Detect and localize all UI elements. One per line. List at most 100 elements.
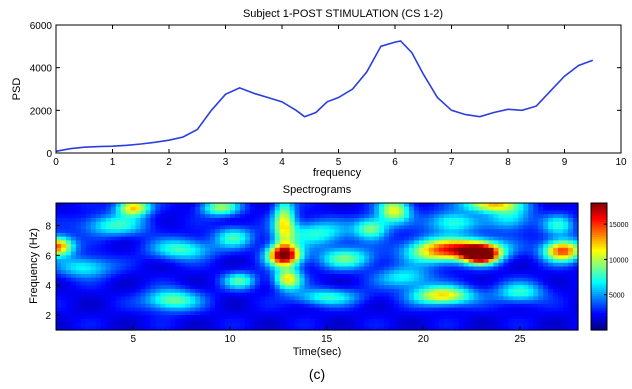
spectrogram-cell [443, 315, 450, 320]
spectrogram-cell [394, 285, 400, 290]
spectrogram-cell [130, 262, 137, 268]
spectrogram-cell [428, 273, 435, 279]
spectrogram-cell [428, 277, 435, 283]
spectrogram-cell [56, 281, 62, 286]
spectrogram-cell [80, 262, 87, 268]
spectrogram-cell [190, 203, 196, 208]
spectrogram-cell [130, 247, 137, 253]
spectrogram-cell [165, 203, 171, 208]
spectrogram-cell [339, 285, 345, 290]
spectrogram-cell [369, 232, 375, 238]
spectrogram-cell [428, 206, 435, 212]
spectrogram-cell [225, 285, 231, 290]
spectrogram-cell [269, 296, 276, 301]
spectrogram-cell [120, 270, 127, 275]
spectrogram-cell [130, 229, 137, 234]
spectrogram-cell [274, 315, 281, 320]
spectrogram-cell [503, 273, 509, 279]
spectrogram-cell [538, 273, 544, 279]
spectrogram-cell [359, 296, 365, 301]
spectrogram-cell [453, 217, 460, 223]
spectrogram-cell [428, 221, 435, 227]
spectrogram-cell [309, 288, 316, 294]
spectrogram-cell [513, 225, 519, 230]
spectrogram-cell [175, 292, 181, 297]
spectrogram-cell [513, 296, 519, 301]
spectrogram-cell [80, 292, 87, 297]
spectrogram-cell [359, 288, 365, 294]
spectrogram-cell [165, 322, 171, 327]
spectrogram-cell [394, 244, 400, 249]
spectrogram-cell [259, 277, 266, 283]
spectrogram-cell [140, 217, 147, 223]
spectrogram-cell [185, 221, 191, 227]
spectrogram-cell [304, 326, 311, 331]
spectrogram-cell [389, 247, 395, 253]
spectrogram-cell [85, 326, 92, 331]
spectrogram-cell [374, 251, 380, 256]
spectrogram-cell [513, 315, 519, 320]
spectrogram-cell [314, 232, 321, 238]
spectrogram-cell [230, 236, 236, 241]
spectrogram-cell [404, 266, 410, 271]
spectrogram-cell [563, 311, 569, 316]
spectrogram-cell [319, 240, 326, 245]
spectrogram-cell [309, 326, 316, 331]
spectrogram-cell [274, 206, 281, 212]
spectrogram-cell [354, 214, 360, 219]
spectrogram-cell [225, 251, 231, 256]
spectrogram-cell [433, 225, 440, 230]
spectrogram-cell [394, 277, 400, 283]
spectrogram-cell [483, 273, 490, 279]
spectrogram-cell [369, 322, 375, 327]
spectrogram-cell [56, 214, 62, 219]
spectrogram-cell [180, 259, 186, 264]
spectrogram-cell [259, 247, 266, 253]
spectrogram-cell [130, 203, 137, 208]
spectrogram-cell [115, 270, 122, 275]
spectrogram-cell [493, 229, 500, 234]
spectrogram-cell [384, 311, 390, 316]
spectrogram-cell [359, 307, 365, 312]
spectrogram-cell [80, 322, 87, 327]
spectrogram-cell [329, 300, 335, 305]
spectrogram-cell [269, 210, 276, 215]
spectrogram-cell [125, 203, 132, 208]
spectrogram-cell [438, 322, 445, 327]
spectrogram-cell [215, 251, 221, 256]
spectrogram-cell [458, 232, 465, 238]
spectrogram-cell [234, 288, 241, 294]
spectrogram-cell [548, 229, 554, 234]
spectrogram-cell [319, 266, 326, 271]
spectrogram-cell [528, 210, 534, 215]
psd-xtick-label: 3 [223, 157, 229, 168]
spectrogram-cell [543, 232, 549, 238]
spectrogram-cell [483, 217, 490, 223]
spectrogram-cell [220, 315, 226, 320]
spectrogram-cell [259, 307, 266, 312]
spectrogram-cell [80, 277, 87, 283]
spectrogram-cell [428, 251, 435, 256]
spectrogram-cell [234, 281, 241, 286]
spectrogram-cell [458, 214, 465, 219]
spectrogram-cell [150, 288, 157, 294]
spectrogram-cell [523, 259, 529, 264]
spectrogram-cell [324, 326, 331, 331]
spectrogram-cell [498, 206, 505, 212]
spectrogram-cell [513, 292, 519, 297]
spectrogram-cell [150, 318, 157, 324]
spectrogram-cell [513, 307, 519, 312]
spectrogram-cell [65, 326, 72, 331]
spectrogram-cell [205, 303, 211, 309]
spectrogram-title: Spectrograms [283, 184, 352, 196]
spectrogram-cell [145, 288, 152, 294]
spectrogram-cell [438, 303, 445, 309]
spectrogram-cell [140, 244, 147, 249]
spectrogram-cell [304, 232, 311, 238]
spectrogram-cell [418, 255, 425, 260]
spectrogram-cell [334, 251, 340, 256]
spectrogram-cell [394, 262, 400, 268]
spectrogram-cell [374, 266, 380, 271]
spectrogram-cell [234, 273, 241, 279]
spectrogram-cell [349, 206, 355, 212]
